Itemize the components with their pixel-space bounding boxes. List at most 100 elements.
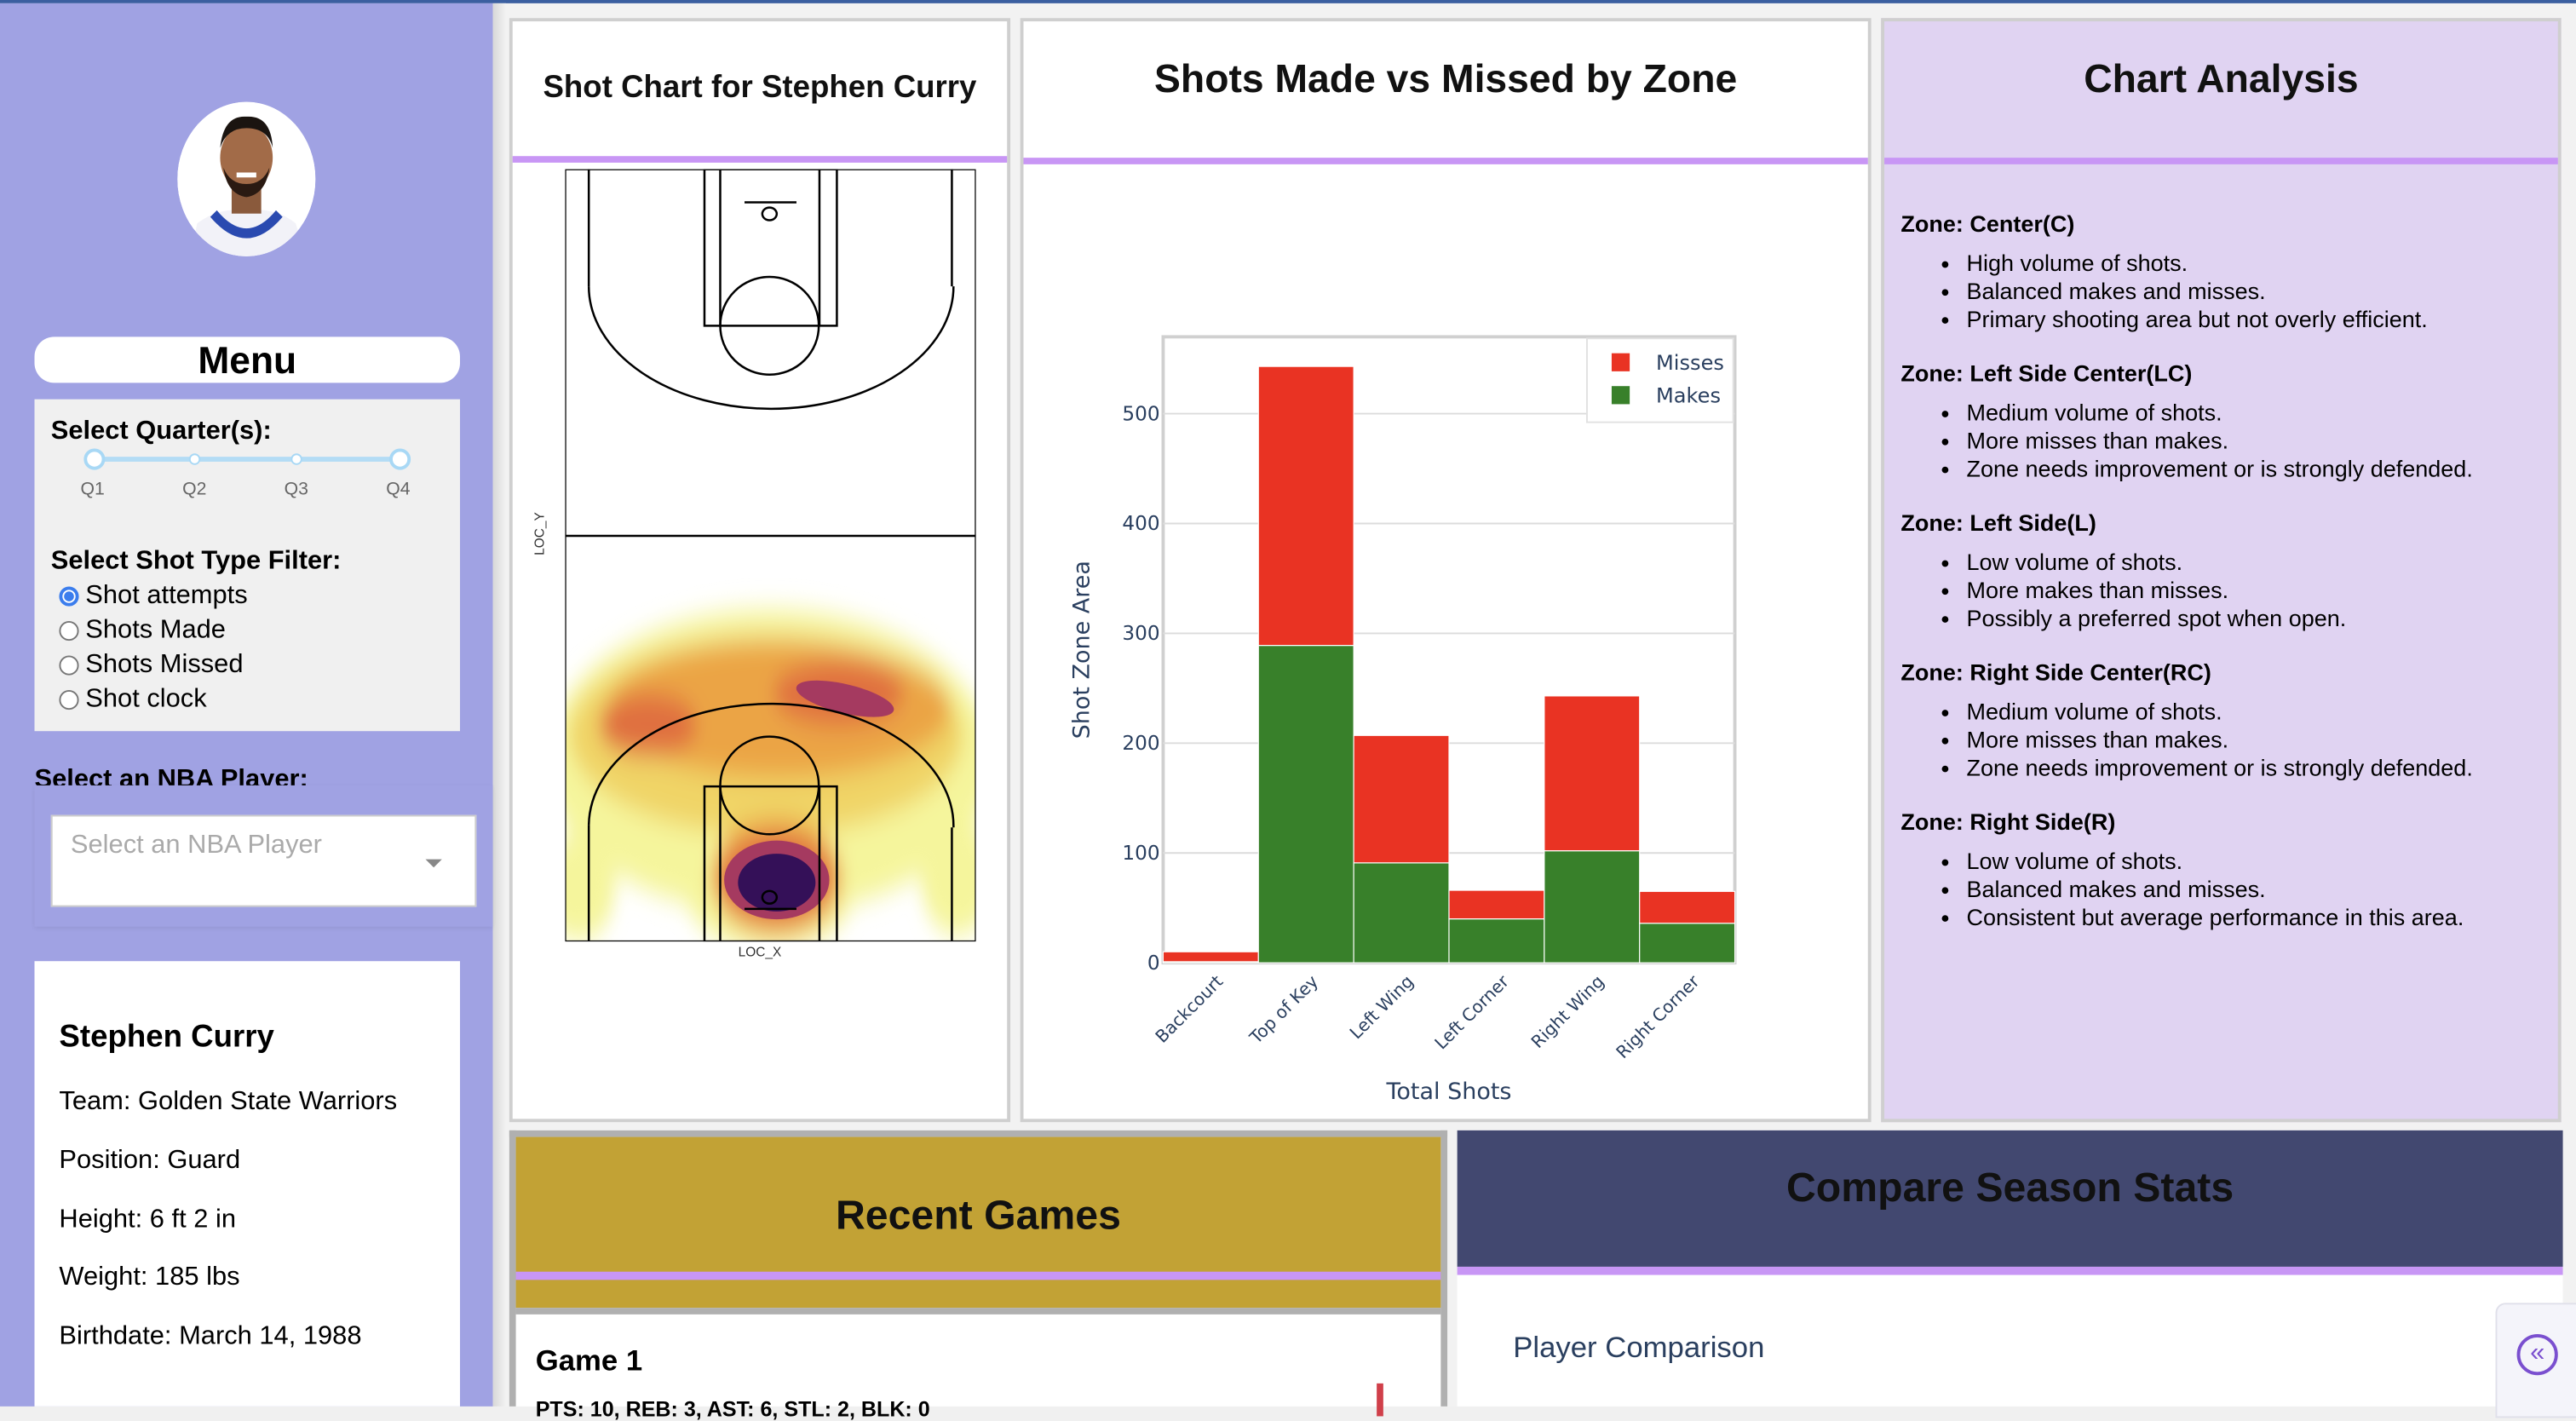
legend [1586, 337, 1734, 423]
quarter-mark-label: Q4 [386, 480, 411, 500]
quarter-label: Select Quarter(s): [50, 417, 272, 446]
zone-heading: Zone: Center(C) [1900, 210, 2075, 237]
player-select-placeholder: Select an NBA Player [70, 831, 322, 860]
zone-point: High volume of shots. [1966, 250, 2548, 278]
zone-bar-chart: 0 100 200 300 400 500 Backcourt Top of Key Left … [1069, 335, 1737, 1105]
x-tick-label: Right Corner [1612, 970, 1704, 1062]
player-avatar [177, 101, 316, 256]
zone-point: More misses than makes. [1966, 726, 2548, 754]
quarter-slider-handle-start[interactable] [83, 448, 106, 470]
chevron-down-icon[interactable] [425, 859, 442, 868]
compare-title: Compare Season Stats [1785, 1165, 2234, 1211]
game-label: Game 1 [535, 1343, 643, 1378]
player-name: Stephen Curry [59, 1020, 274, 1056]
title-divider [512, 156, 1008, 163]
zone-points: Medium volume of shots.More misses than … [1966, 400, 2548, 483]
x-axis-title: Total Shots [1386, 1079, 1512, 1105]
x-tick-label: Left Corner [1430, 970, 1513, 1053]
zone-heading: Zone: Left Side Center(LC) [1900, 360, 2193, 387]
quarter-slider-mark [188, 453, 201, 465]
legend-swatch-makes [1611, 386, 1630, 405]
player-select-dropdown[interactable]: Select an NBA Player [50, 814, 477, 907]
zone-point: Balanced makes and misses. [1966, 876, 2548, 904]
compare-panel: Compare Season Stats Player Comparison [1457, 1130, 2563, 1407]
double-chevron-left-icon[interactable]: « [2516, 1333, 2558, 1376]
title-divider [1457, 1266, 2563, 1275]
sidebar-divider [492, 3, 506, 1407]
analysis-zone: Zone: Right Side(R) Low volume of shots.B… [1900, 808, 2548, 932]
zone-point: Medium volume of shots. [1966, 699, 2548, 727]
bar-chart-title: Shots Made vs Missed by Zone [1154, 57, 1738, 102]
quarter-mark-label: Q2 [182, 480, 207, 500]
analysis-panel: Chart Analysis Zone: Center(C) High volum… [1881, 18, 2562, 1123]
radio-button-checked[interactable] [59, 585, 79, 606]
player-comparison-label: Player Comparison [1513, 1331, 1765, 1364]
radio-label: Shot clock [85, 684, 207, 713]
collapse-panel-button[interactable]: « [2495, 1303, 2576, 1418]
zone-point: Possibly a preferred spot when open. [1966, 605, 2548, 633]
analysis-title: Chart Analysis [2084, 57, 2359, 102]
y-tick-label: 200 [1122, 733, 1159, 755]
legend-label: Misses [1656, 351, 1724, 375]
radio-shots-made[interactable]: Shots Made [34, 613, 247, 647]
y-tick-label: 300 [1122, 623, 1159, 645]
y-tick-label: 0 [1147, 952, 1160, 975]
legend-swatch-misses [1611, 353, 1630, 371]
zone-point: Consistent but average performance in th… [1966, 904, 2548, 932]
zone-point: More misses than makes. [1966, 427, 2548, 455]
analysis-zone: Zone: Right Side Center(RC) Medium volume… [1900, 659, 2548, 782]
y-tick-label: 100 [1122, 843, 1159, 865]
quarter-mark-label: Q3 [284, 480, 308, 500]
bar-misses [1162, 951, 1259, 963]
player-team: Team: Golden State Warriors [59, 1087, 398, 1116]
legend-label: Makes [1656, 383, 1721, 407]
menu-title: Menu [34, 337, 460, 383]
player-birthdate: Birthdate: March 14, 1988 [59, 1322, 362, 1351]
bar-makes [1544, 850, 1641, 964]
player-info-card: Stephen Curry Team: Golden State Warrior… [34, 961, 460, 1407]
bar-misses [1257, 365, 1354, 647]
filter-panel: Select Quarter(s): Q1 Q2 Q3 Q4 Select Sh… [34, 399, 460, 732]
zone-point: Zone needs improvement or is strongly de… [1966, 455, 2548, 483]
analysis-zone: Zone: Left Side Center(LC) Medium volume … [1900, 360, 2548, 483]
radio-label: Shots Made [85, 615, 226, 644]
x-tick-label: Top of Key [1245, 971, 1323, 1049]
quarter-mark-label: Q1 [80, 480, 105, 500]
zone-point: Low volume of shots. [1966, 848, 2548, 876]
bar-makes [1353, 862, 1450, 964]
quarter-slider-handle-end[interactable] [389, 448, 411, 470]
x-tick-label: Left Wing [1346, 971, 1417, 1043]
zone-heading: Zone: Right Side Center(RC) [1900, 659, 2211, 686]
game-stat-bar [1377, 1383, 1383, 1417]
title-divider [515, 1271, 1441, 1280]
x-tick-label: Right Wing [1527, 971, 1608, 1052]
radio-button[interactable] [59, 689, 79, 710]
zone-point: Primary shooting area but not overly eff… [1966, 306, 2548, 334]
y-axis-label: LOC_Y [532, 512, 548, 555]
bar-misses [1353, 734, 1450, 864]
quarter-slider-mark [290, 453, 302, 465]
radio-button[interactable] [59, 654, 79, 675]
radio-shot-attempts[interactable]: Shot attempts [34, 578, 248, 613]
zone-heading: Zone: Left Side(L) [1900, 509, 2096, 536]
bar-makes [1448, 918, 1545, 964]
recent-games-title: Recent Games [835, 1193, 1121, 1240]
zone-point: Balanced makes and misses. [1966, 278, 2548, 306]
y-tick-label: 500 [1122, 403, 1159, 425]
radio-label: Shot attempts [85, 580, 248, 609]
radio-shot-clock[interactable]: Shot clock [34, 682, 247, 716]
bar-makes [1639, 923, 1736, 964]
radio-shots-missed[interactable]: Shots Missed [34, 647, 247, 682]
bar-misses [1639, 890, 1736, 924]
title-divider [1884, 158, 2558, 164]
zone-heading: Zone: Right Side(R) [1900, 808, 2116, 835]
shot-chart-panel: Shot Chart for Stephen Curry [509, 18, 1011, 1123]
player-weight: Weight: 185 lbs [59, 1263, 240, 1292]
recent-games-panel: Recent Games Game 1 PTS: 10, REB: 3, AST… [509, 1130, 1448, 1421]
analysis-zone: Zone: Center(C) High volume of shots.Bala… [1900, 210, 2548, 334]
game-stats: PTS: 10, REB: 3, AST: 6, STL: 2, BLK: 0 [535, 1396, 930, 1421]
quarter-slider-track[interactable] [93, 457, 401, 462]
x-tick-label: Backcourt [1151, 971, 1227, 1047]
bar-misses [1544, 695, 1641, 852]
radio-button[interactable] [59, 620, 79, 641]
